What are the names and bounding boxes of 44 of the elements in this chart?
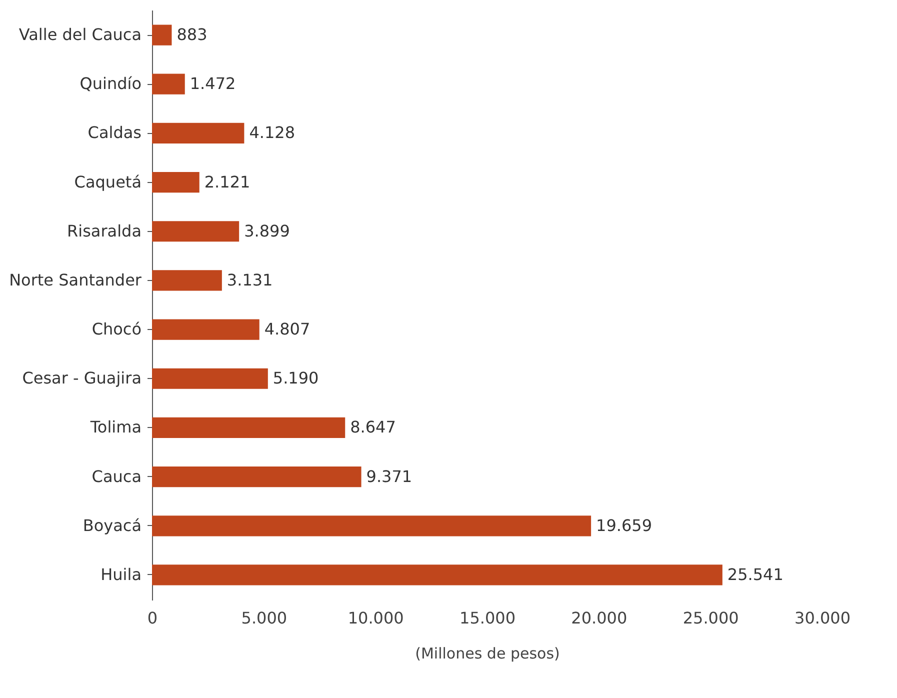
bar <box>152 270 222 291</box>
data-label: 8.647 <box>350 418 396 437</box>
bar <box>152 417 346 438</box>
data-label: 25.541 <box>727 564 784 584</box>
data-label: 5.190 <box>272 368 319 388</box>
y-tick-label: Boyacá <box>82 516 142 535</box>
x-tick-label: 5.000 <box>241 608 288 628</box>
data-label: 3.899 <box>244 221 290 240</box>
bar <box>152 122 244 144</box>
data-label: 3.131 <box>226 270 273 290</box>
bar <box>152 368 268 389</box>
data-label: 4.128 <box>249 123 296 142</box>
bar <box>152 516 592 536</box>
x-tick-label: 15.000 <box>460 608 516 628</box>
y-tick-label: Chocó <box>92 320 142 339</box>
bar <box>152 466 362 488</box>
y-tick-label: Risaralda <box>67 221 142 240</box>
y-tick-label: Cauca <box>92 466 142 486</box>
data-label: 2.121 <box>204 172 250 192</box>
y-tick-label: Caldas <box>88 123 142 142</box>
bar <box>152 564 722 586</box>
y-tick-label: Quindío <box>80 74 142 94</box>
y-tick-label: Norte Santander <box>9 270 142 290</box>
y-tick-label: Cesar - Guajira <box>22 368 142 388</box>
data-label: 1.472 <box>190 74 236 94</box>
x-tick-label: 0 <box>147 608 158 628</box>
x-tick-label: 30.000 <box>794 608 850 628</box>
bar <box>152 74 185 94</box>
bar <box>152 221 240 242</box>
x-axis-title: (Millones de pesos) <box>415 644 560 662</box>
y-tick-label: Tolima <box>89 418 142 437</box>
bar <box>152 319 260 340</box>
y-tick-label: Valle del Cauca <box>18 25 142 44</box>
data-label: 883 <box>176 25 208 44</box>
x-tick-label: 20.000 <box>571 608 628 628</box>
x-tick-label: 25.000 <box>682 608 739 628</box>
data-label: 9.371 <box>366 466 412 486</box>
data-label: 19.659 <box>596 516 652 535</box>
y-tick-label: Caquetá <box>74 172 142 192</box>
y-tick-label: Huila <box>100 564 142 584</box>
bar <box>152 172 200 193</box>
bar <box>152 24 172 46</box>
x-tick-label: 10.000 <box>348 608 404 628</box>
data-label: 4.807 <box>264 320 310 339</box>
